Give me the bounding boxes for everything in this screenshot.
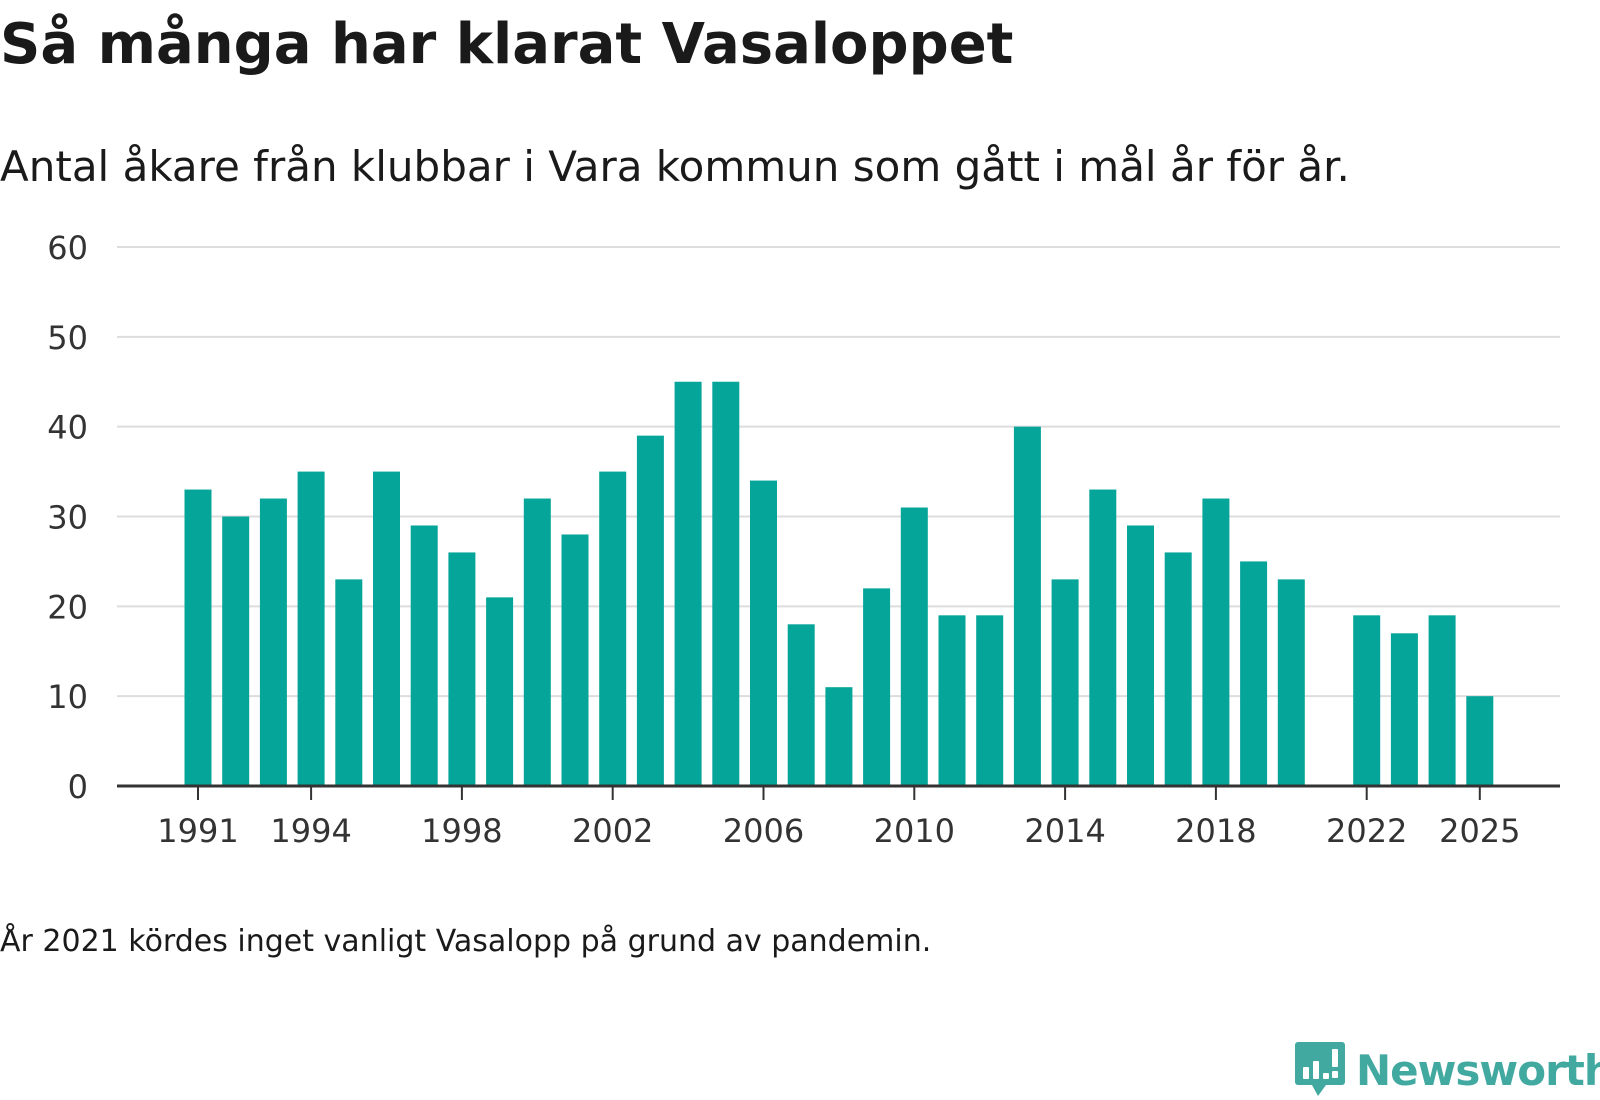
bar-2012[interactable] [976, 615, 1004, 786]
bar-2001[interactable] [561, 534, 589, 786]
bar-2018[interactable] [1202, 498, 1230, 786]
bars [184, 381, 1494, 787]
x-tick-label: 2006 [723, 812, 804, 850]
x-tick-label: 2002 [572, 812, 653, 850]
bar-2008[interactable] [825, 687, 853, 786]
bar-2022[interactable] [1353, 615, 1381, 786]
y-tick-label: 60 [47, 229, 88, 267]
x-tick-label: 2014 [1024, 812, 1105, 850]
bar-1996[interactable] [373, 471, 400, 786]
y-tick-label: 40 [47, 409, 88, 447]
bar-1997[interactable] [410, 525, 438, 786]
bar-2024[interactable] [1428, 615, 1456, 786]
bar-2020[interactable] [1277, 579, 1305, 786]
chart-title: Så många har klarat Vasaloppet [0, 12, 1014, 77]
bar-2014[interactable] [1051, 579, 1079, 786]
bar-1993[interactable] [259, 498, 287, 786]
x-tick-label: 2025 [1439, 812, 1520, 850]
y-axis-labels: 0 10 20 30 40 50 60 [47, 229, 88, 806]
bar-2013[interactable] [1013, 426, 1041, 786]
bar-1998[interactable] [448, 552, 476, 786]
bar-2015[interactable] [1089, 489, 1117, 786]
bar-1991[interactable] [184, 489, 212, 786]
bar-2009[interactable] [863, 588, 891, 786]
y-tick-label: 10 [47, 678, 88, 716]
x-tick-label: 2018 [1175, 812, 1256, 850]
gridlines [117, 246, 1560, 698]
bar-2025[interactable] [1466, 696, 1494, 786]
y-tick-label: 50 [47, 319, 88, 357]
bar-1999[interactable] [486, 597, 514, 786]
bar-2002[interactable] [599, 471, 627, 786]
bar-2016[interactable] [1127, 525, 1154, 786]
x-tick-label: 2010 [874, 812, 955, 850]
bar-1994[interactable] [297, 471, 325, 786]
bar-2011[interactable] [938, 615, 966, 786]
bar-2000[interactable] [523, 498, 551, 786]
x-axis: 1991 1994 1998 2002 2006 2010 2014 2018 2022 2025 [117, 784, 1560, 850]
y-tick-label: 0 [68, 768, 88, 806]
bar-2004[interactable] [674, 381, 702, 786]
bar-2017[interactable] [1164, 552, 1192, 786]
bar-2006[interactable] [750, 480, 777, 786]
x-tick-label: 2022 [1326, 812, 1407, 850]
bar-2010[interactable] [900, 507, 928, 786]
bar-1995[interactable] [335, 579, 363, 786]
x-tick-label: 1998 [421, 812, 502, 850]
brand-name: Newsworthy [1356, 1045, 1600, 1095]
newsworthy-logo-icon [1295, 1042, 1345, 1096]
brand[interactable]: Newsworthy [1294, 1040, 1600, 1100]
bar-2003[interactable] [636, 435, 664, 786]
x-tick-label: 1994 [270, 812, 351, 850]
chart-subtitle: Antal åkare från klubbar i Vara kommun s… [0, 142, 1350, 191]
x-tick-label: 1991 [157, 812, 238, 850]
y-tick-label: 30 [47, 499, 88, 537]
bar-2023[interactable] [1390, 633, 1418, 786]
y-tick-label: 20 [47, 588, 88, 626]
bar-2007[interactable] [787, 624, 815, 786]
bar-2005[interactable] [712, 381, 740, 786]
footnote: År 2021 kördes inget vanligt Vasalopp på… [0, 924, 932, 959]
bar-2019[interactable] [1240, 561, 1268, 786]
bar-1992[interactable] [222, 516, 250, 787]
